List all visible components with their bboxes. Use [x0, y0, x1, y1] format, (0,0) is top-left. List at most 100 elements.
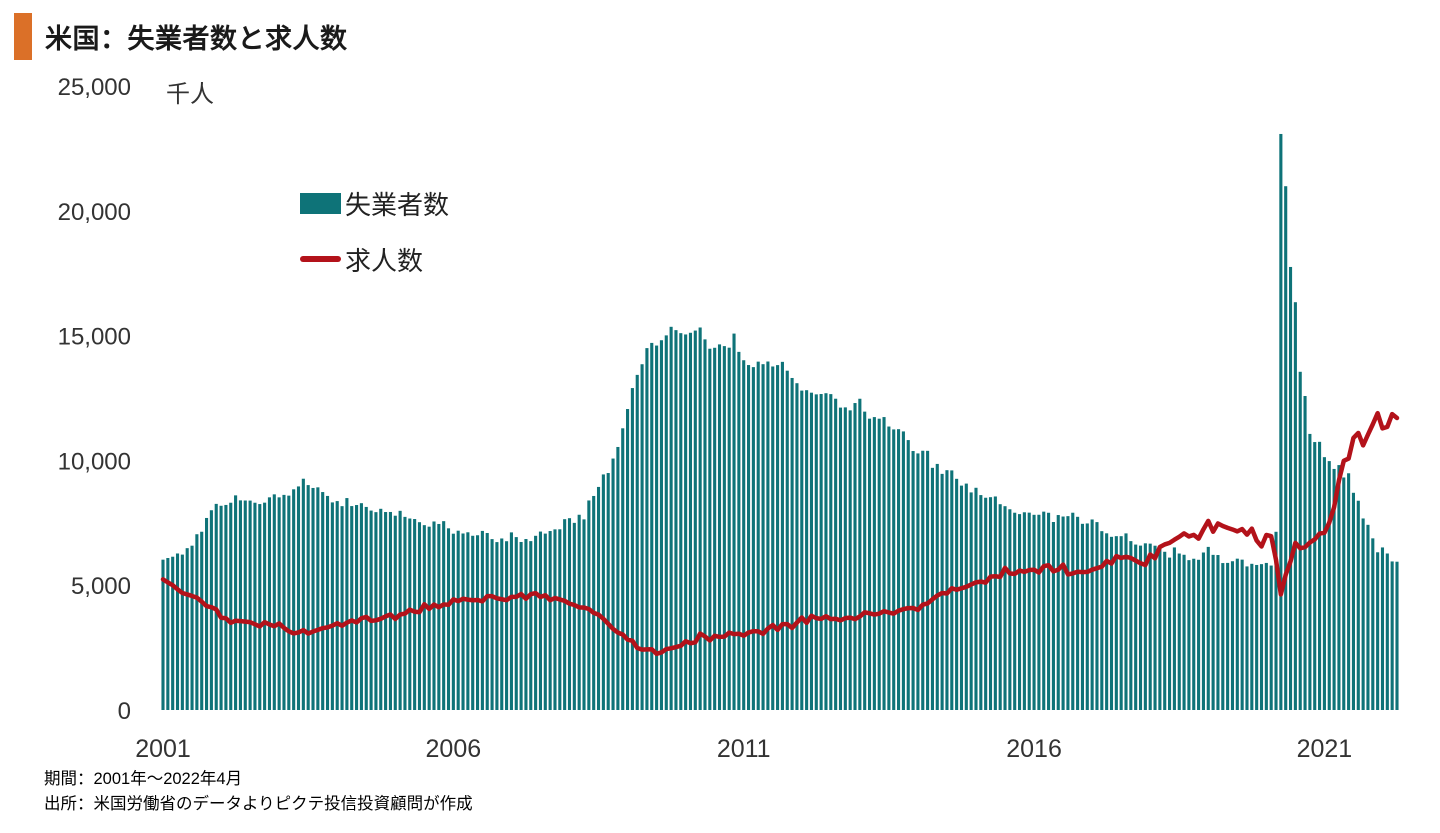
- unemployed-bar: [1051, 522, 1055, 710]
- unemployed-bar: [1269, 565, 1273, 710]
- unemployed-bar: [1356, 500, 1360, 710]
- unemployed-bar: [1076, 516, 1080, 710]
- unemployed-bar: [224, 504, 228, 710]
- unemployed-bar: [292, 489, 296, 710]
- unemployed-bar: [1172, 547, 1176, 710]
- unemployed-bar: [287, 495, 291, 710]
- unemployed-bar: [171, 556, 175, 710]
- unemployed-bar: [393, 515, 397, 710]
- unemployed-bar: [892, 429, 896, 710]
- unemployed-bar: [1008, 509, 1012, 710]
- unemployed-bar: [500, 538, 504, 710]
- unemployed-bar: [161, 559, 165, 710]
- unemployed-bar: [959, 485, 964, 710]
- unemployed-bar: [330, 502, 334, 710]
- unemployed-bar: [340, 506, 344, 710]
- unemployed-bar: [747, 365, 751, 710]
- unemployed-bar: [325, 495, 330, 710]
- unemployed-bar: [456, 530, 460, 710]
- unemployed-bar: [930, 467, 934, 710]
- unemployed-bar: [321, 492, 325, 710]
- unemployed-bar: [751, 367, 755, 710]
- unemployed-bar: [1138, 545, 1143, 710]
- unemployed-bar: [776, 365, 780, 710]
- y-tick-label: 15,000: [58, 324, 131, 351]
- x-tick-label: 2011: [717, 735, 771, 763]
- unemployed-bar: [1129, 541, 1133, 710]
- unemployed-bar: [553, 529, 557, 710]
- unemployed-bar: [1361, 518, 1365, 710]
- unemployed-bar: [229, 502, 233, 710]
- unemployed-bar: [722, 346, 726, 710]
- unemployed-bar: [1313, 442, 1317, 710]
- unemployed-bar: [1197, 559, 1201, 710]
- unemployed-bar: [708, 348, 712, 710]
- unemployed-bar: [1226, 562, 1230, 710]
- unemployed-bar: [195, 534, 199, 710]
- unemployed-bar: [998, 504, 1002, 710]
- period-note: 期間：2001年～2022年4月: [44, 770, 243, 788]
- unemployed-bar: [771, 366, 775, 710]
- unemployed-bar: [964, 483, 968, 710]
- unemployed-bar: [596, 486, 601, 710]
- unemployed-bar: [592, 495, 596, 710]
- unemployed-bar: [490, 539, 494, 710]
- unemployed-bar: [263, 502, 267, 710]
- unemployed-bar: [669, 326, 673, 710]
- unemployed-bar: [1022, 512, 1026, 710]
- legend-label-openings: 求人数: [345, 245, 424, 276]
- unemployed-bar: [509, 532, 513, 710]
- unemployed-bar: [1216, 555, 1220, 710]
- unemployed-bar: [1255, 564, 1259, 710]
- unemployed-bar: [398, 510, 402, 710]
- page-title: 米国：失業者数と求人数: [45, 24, 348, 54]
- unemployed-bar: [374, 512, 378, 710]
- unemployed-bar: [205, 517, 209, 710]
- unemployed-bar: [1347, 473, 1351, 710]
- unemployed-bar: [955, 478, 959, 710]
- unemployed-bar: [345, 498, 349, 710]
- unemployed-bar: [214, 503, 218, 710]
- unemployed-bar: [364, 506, 368, 710]
- unemployed-bar: [480, 530, 484, 710]
- unemployed-bar: [814, 394, 818, 710]
- unemployed-bar: [335, 501, 339, 710]
- unemployed-bar: [945, 470, 949, 710]
- unemployed-bar: [466, 532, 470, 710]
- unemployed-bar: [185, 548, 189, 710]
- unemployed-bar: [848, 410, 852, 710]
- unemployed-bar: [427, 526, 431, 710]
- unemployed-bar: [887, 426, 891, 710]
- unemployed-bar: [1187, 560, 1191, 710]
- unemployed-bar: [1037, 514, 1041, 710]
- unemployed-bar: [969, 492, 973, 710]
- unemployed-bar: [359, 503, 363, 710]
- unemployed-bar: [800, 390, 804, 710]
- unemployed-bar: [1211, 554, 1215, 710]
- unemployed-bar: [882, 417, 886, 710]
- unemployed-bar: [267, 497, 272, 710]
- unemployed-bar: [838, 407, 843, 710]
- unemployed-bar: [703, 339, 707, 710]
- unemployed-bar: [1017, 514, 1022, 710]
- unemployed-bar: [1376, 552, 1380, 710]
- unemployed-bar: [258, 504, 262, 710]
- unemployed-bar: [698, 327, 702, 710]
- unemployed-bar: [1013, 512, 1017, 710]
- unemployed-bar: [921, 450, 925, 710]
- unemployed-bar: [316, 487, 320, 710]
- unemployed-bar: [863, 411, 867, 710]
- unemployed-bar: [1163, 551, 1167, 710]
- unemployed-bar: [301, 478, 305, 710]
- unemployed-bar: [606, 473, 610, 710]
- unemployed-bar: [1250, 563, 1254, 710]
- unemployed-bar: [1279, 133, 1283, 711]
- unemployed-bar: [166, 558, 170, 710]
- unemployed-bar: [1056, 515, 1060, 710]
- unemployed-bar: [413, 519, 417, 710]
- unemployed-bar: [877, 418, 881, 710]
- unemployed-bar: [1105, 533, 1109, 710]
- unemployed-bar: [659, 340, 663, 710]
- x-tick-label: 2001: [135, 735, 191, 763]
- unemployed-bar: [432, 521, 436, 710]
